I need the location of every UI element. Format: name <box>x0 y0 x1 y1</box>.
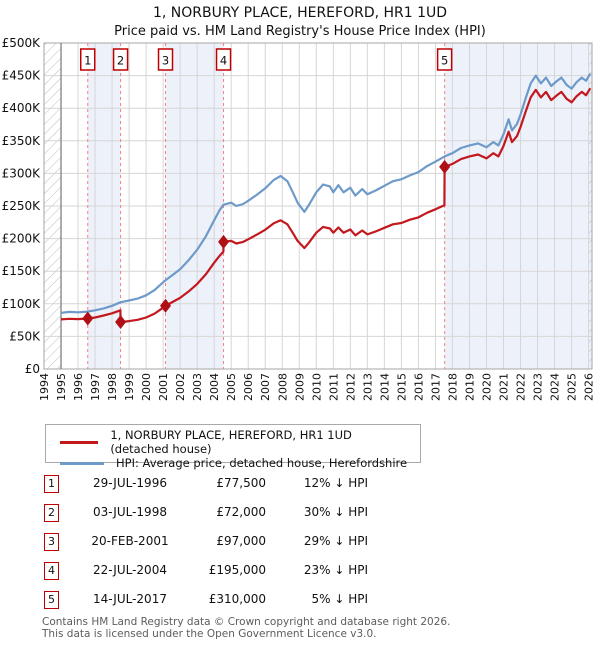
x-axis-tick-label: 2009 <box>293 373 306 401</box>
table-row: 2 03-JUL-1998 £72,000 30% ↓ HPI <box>0 504 600 524</box>
sale-number-box-label: 3 <box>162 54 169 68</box>
sale-marker <box>160 298 172 313</box>
plot-border <box>43 42 593 370</box>
sale-number-box <box>79 48 96 71</box>
legend-item-property: 1, NORBURY PLACE, HEREFORD, HR1 1UD (det… <box>54 428 412 456</box>
sale-number-box-label: 1 <box>84 54 91 68</box>
sale-price: £195,000 <box>208 563 266 577</box>
hpi-series-line <box>60 73 592 314</box>
sale-number-box <box>112 48 129 71</box>
y-axis-tick-label: £300K <box>2 166 42 180</box>
x-axis-tick-label: 2019 <box>463 373 476 401</box>
y-axis-tick-label: £100K <box>2 297 42 311</box>
footer-line-2: This data is licensed under the Open Gov… <box>42 627 377 640</box>
sale-number-box <box>436 48 453 71</box>
x-axis-tick-label: 1998 <box>106 373 119 401</box>
table-row: 1 29-JUL-1996 £77,500 12% ↓ HPI <box>0 475 600 495</box>
sale-date: 03-JUL-1998 <box>93 505 167 519</box>
y-axis-tick-label: £50K <box>9 329 41 343</box>
x-axis-tick-label: 2018 <box>446 373 459 401</box>
sale-marker <box>439 159 451 174</box>
sale-number-badge: 1 <box>44 475 59 493</box>
x-axis-tick-label: 2008 <box>276 373 289 401</box>
sale-hpi-delta: 29% ↓ HPI <box>303 534 368 548</box>
sale-number-badge: 5 <box>44 591 59 609</box>
price-chart: £0 £50K £100K £150K £200K £250K £300K £350K £400… <box>2 36 596 401</box>
page-subtitle: Price paid vs. HM Land Registry's House … <box>114 24 486 39</box>
page-title: 1, NORBURY PLACE, HEREFORD, HR1 1UD <box>152 5 448 21</box>
sale-marker <box>115 315 127 330</box>
sale-number-box-label: 4 <box>220 54 227 68</box>
sale-price: £310,000 <box>208 592 266 606</box>
sale-number-badge: 4 <box>44 562 59 580</box>
table-row: 5 14-JUL-2017 £310,000 5% ↓ HPI <box>0 591 600 611</box>
y-axis-tick-label: £400K <box>2 101 42 115</box>
sale-date: 20-FEB-2001 <box>91 534 169 548</box>
legend-property-label: 1, NORBURY PLACE, HEREFORD, HR1 1UD (det… <box>110 428 352 456</box>
legend: 1, NORBURY PLACE, HEREFORD, HR1 1UD (det… <box>45 424 421 470</box>
sale-marker <box>82 311 94 326</box>
x-axis-tick-label: 2015 <box>395 373 408 401</box>
x-axis-tick-label: 2007 <box>259 373 272 401</box>
sale-number-badge: 2 <box>44 504 59 522</box>
sale-hpi-delta: 5% ↓ HPI <box>311 592 368 606</box>
x-axis-tick-label: 2002 <box>174 373 187 401</box>
sale-marker <box>218 234 230 249</box>
sale-number-box <box>157 48 174 71</box>
property-line-swatch <box>60 440 99 444</box>
x-axis-tick-label: 1996 <box>72 373 85 401</box>
sale-price: £97,000 <box>216 534 266 548</box>
sale-number-box <box>215 48 232 71</box>
x-axis-tick-label: 2022 <box>515 373 528 401</box>
footer-line-1: Contains HM Land Registry data © Crown c… <box>42 616 451 628</box>
x-axis-tick-label: 1997 <box>89 373 102 401</box>
x-axis-tick-label: 2014 <box>378 373 391 401</box>
x-axis-tick-label: 2024 <box>549 373 562 401</box>
sale-date: 29-JUL-1996 <box>93 476 167 490</box>
legend-item-hpi: HPI: Average price, detached house, Here… <box>54 456 412 470</box>
y-axis-tick-label: £200K <box>2 232 42 246</box>
sale-number-box-label: 2 <box>117 54 124 68</box>
sale-hpi-delta: 12% ↓ HPI <box>303 476 368 490</box>
x-axis-tick-label: 2010 <box>310 373 323 401</box>
x-axis-tick-label: 2023 <box>532 373 545 401</box>
license-footer: Contains HM Land Registry data © Crown c… <box>42 616 582 640</box>
x-axis-tick-label: 2016 <box>412 373 425 401</box>
table-row: 4 22-JUL-2004 £195,000 23% ↓ HPI <box>0 562 600 582</box>
sale-price: £77,500 <box>216 476 266 490</box>
y-axis-tick-label: £250K <box>2 199 42 213</box>
x-axis-tick-label: 2005 <box>225 373 238 401</box>
y-axis-tick-label: £500K <box>2 36 42 50</box>
x-axis-tick-label: 2020 <box>480 373 493 401</box>
x-axis-tick-label: 2017 <box>429 373 442 401</box>
y-axis-tick-label: £0 <box>25 362 40 376</box>
sale-hpi-delta: 23% ↓ HPI <box>303 563 368 577</box>
y-axis-tick-label: £150K <box>2 264 42 278</box>
table-row: 3 20-FEB-2001 £97,000 29% ↓ HPI <box>0 533 600 553</box>
sale-number-box-label: 5 <box>441 54 448 68</box>
x-axis-tick-label: 2012 <box>344 373 357 401</box>
x-axis-tick-label: 1995 <box>55 373 68 401</box>
x-axis-tick-label: 2001 <box>157 373 170 401</box>
x-axis-tick-label: 2013 <box>361 373 374 401</box>
sale-price: £72,000 <box>216 505 266 519</box>
x-axis-tick-label: 2021 <box>498 373 511 401</box>
y-axis-tick-label: £450K <box>2 69 42 83</box>
sale-date: 22-JUL-2004 <box>93 563 167 577</box>
hpi-line-swatch <box>60 461 104 465</box>
x-axis-tick-label: 2003 <box>191 373 204 401</box>
x-axis-tick-label: 2025 <box>566 373 579 401</box>
x-axis-tick-label: 2026 <box>583 373 596 401</box>
x-axis-tick-label: 1999 <box>123 373 136 401</box>
x-axis-tick-label: 2011 <box>327 373 340 401</box>
y-axis-tick-label: £350K <box>2 134 42 148</box>
x-axis-tick-label: 2004 <box>208 373 221 401</box>
sale-hpi-delta: 30% ↓ HPI <box>303 505 368 519</box>
sale-number-badge: 3 <box>44 533 59 551</box>
legend-hpi-label: HPI: Average price, detached house, Here… <box>116 456 408 470</box>
sale-date: 14-JUL-2017 <box>93 592 167 606</box>
x-axis-tick-label: 1994 <box>38 373 51 401</box>
x-axis-tick-label: 2000 <box>140 373 153 401</box>
x-axis-tick-label: 2006 <box>242 373 255 401</box>
